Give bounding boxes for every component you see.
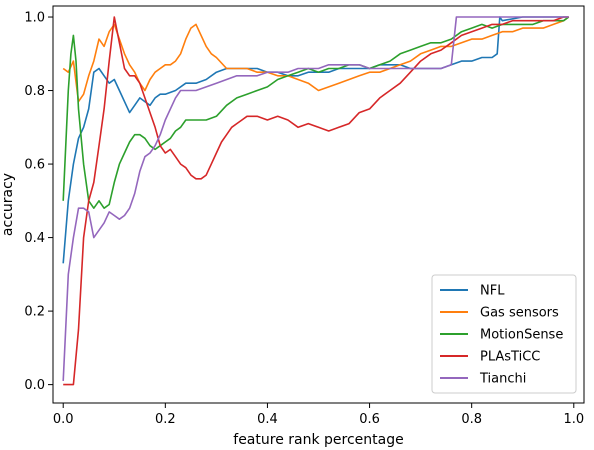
series-line-tianchi [62,16,569,381]
legend-label: MotionSense [480,328,563,343]
x-tick-label: 0.4 [257,412,278,427]
y-tick-label: 0.2 [24,305,45,320]
x-tick-label: 0.8 [461,412,482,427]
y-axis: 0.0 0.2 0.4 0.6 0.8 1.0 [24,11,53,393]
y-axis-label: accuracy [0,173,16,236]
legend-label: Gas sensors [480,306,559,321]
legend-label: Tianchi [479,372,526,387]
x-tick-label: 0.6 [359,412,380,427]
y-tick-label: 0.0 [24,378,45,393]
axes-frame [52,5,585,404]
legend-label: NFL [480,284,505,299]
y-tick-label: 0.4 [24,231,45,246]
x-tick-label: 1.0 [563,412,584,427]
y-tick-label: 0.8 [24,84,45,99]
series-line-motionsense [62,16,570,209]
series-line-nfl [62,16,569,264]
x-tick-label: 0.0 [53,412,74,427]
y-tick-label: 0.6 [24,158,45,173]
legend-box [431,274,577,394]
series-line-gas-sensors [62,16,570,103]
legend-label: PLAsTiCC [480,350,540,365]
series-line-plasticc [63,16,569,386]
x-axis: 0.0 0.2 0.4 0.6 0.8 1.0 [53,403,584,427]
legend: NFL Gas sensors MotionSense PLAsTiCC Tianchi [431,274,577,394]
x-tick-label: 0.2 [155,412,176,427]
plot-area [62,16,570,386]
y-tick-label: 1.0 [24,11,45,26]
x-axis-label: feature rank percentage [233,432,403,448]
